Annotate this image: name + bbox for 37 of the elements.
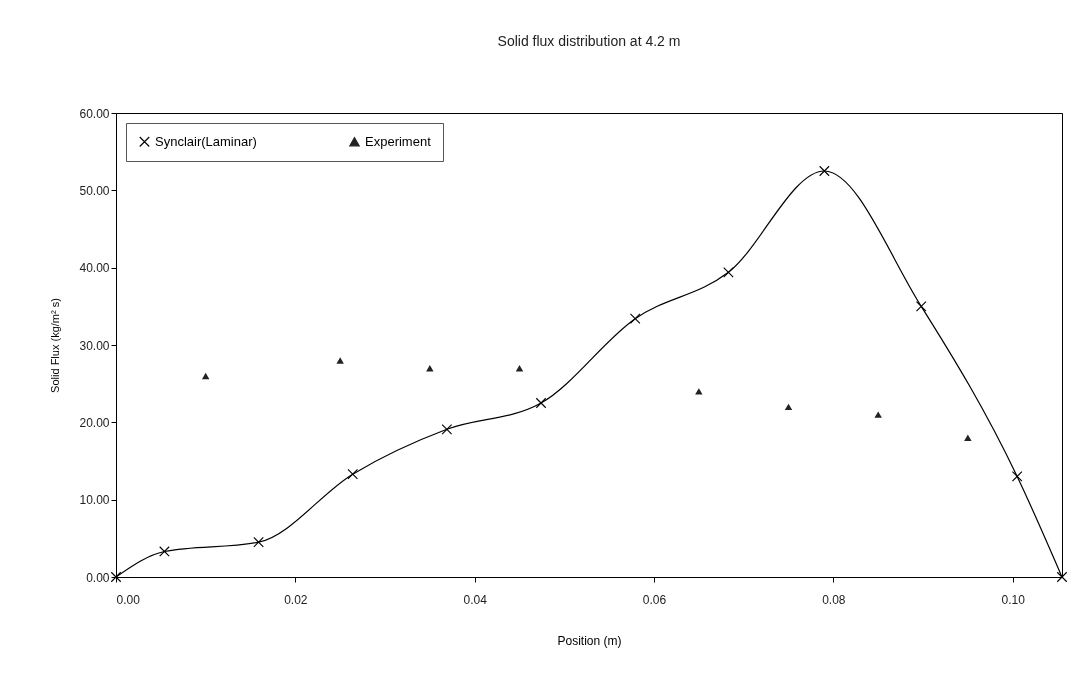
x-tick-label: 0.04: [463, 592, 488, 607]
y-tick-label: 30.00: [79, 338, 110, 353]
point: [535, 397, 547, 409]
y-tick-label: 50.00: [79, 183, 110, 198]
point: [629, 313, 641, 324]
point: [159, 546, 170, 557]
point: [347, 468, 359, 480]
legend-label: Synclair(Laminar): [155, 133, 257, 149]
point: [441, 424, 453, 435]
point: [915, 301, 927, 312]
point: [874, 411, 882, 418]
x-tick-label: 0.02: [284, 592, 308, 607]
point: [723, 267, 734, 278]
y-tick-label: 10.00: [79, 493, 110, 508]
point: [336, 357, 344, 364]
point: [964, 434, 972, 442]
point: [110, 571, 122, 583]
point: [784, 403, 793, 411]
x-tick-label: 0.06: [642, 592, 667, 607]
point: [1011, 471, 1023, 482]
x-tick-label: 0.08: [822, 592, 846, 607]
point: [1056, 571, 1068, 583]
x-axis-title: Position (m): [557, 633, 622, 648]
point: [695, 388, 703, 395]
y-tick-label: 0.00: [86, 570, 110, 585]
point: [819, 165, 830, 177]
y-axis-title: Solid Flux (kg/m² s): [49, 298, 62, 393]
point: [201, 372, 210, 380]
y-tick-label: 60.00: [79, 106, 110, 121]
chart-title: Solid flux distribution at 4.2 m: [497, 33, 681, 49]
y-tick-label: 40.00: [79, 261, 110, 276]
point: [253, 536, 264, 548]
y-tick-label: 20.00: [79, 415, 110, 430]
legend-label: Experiment: [365, 133, 432, 149]
x-tick-label: 0.00: [116, 592, 141, 607]
x-tick-label: 0.10: [1001, 592, 1026, 607]
point: [515, 364, 524, 372]
